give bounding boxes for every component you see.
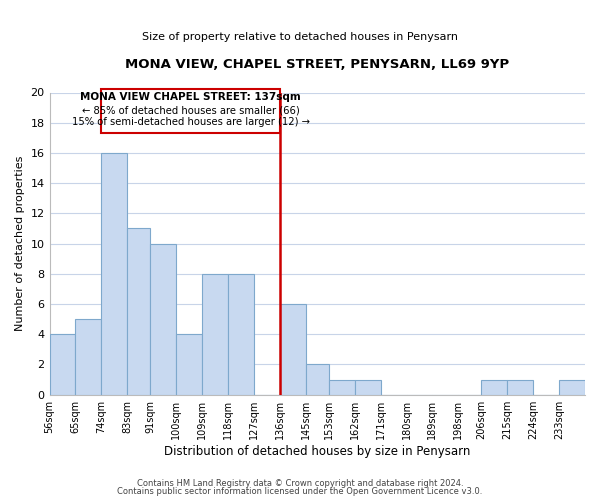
Bar	[101, 153, 127, 394]
Bar	[329, 380, 355, 394]
Text: ← 85% of detached houses are smaller (66): ← 85% of detached houses are smaller (66…	[82, 106, 299, 116]
Y-axis label: Number of detached properties: Number of detached properties	[15, 156, 25, 332]
Bar	[127, 228, 150, 394]
Bar	[355, 380, 380, 394]
Text: 15% of semi-detached houses are larger (12) →: 15% of semi-detached houses are larger (…	[71, 118, 310, 128]
Bar	[176, 334, 202, 394]
X-axis label: Distribution of detached houses by size in Penysarn: Distribution of detached houses by size …	[164, 444, 470, 458]
Text: Contains public sector information licensed under the Open Government Licence v3: Contains public sector information licen…	[118, 487, 482, 496]
Text: Contains HM Land Registry data © Crown copyright and database right 2024.: Contains HM Land Registry data © Crown c…	[137, 478, 463, 488]
Bar	[306, 364, 329, 394]
Bar	[202, 274, 228, 394]
Bar	[481, 380, 507, 394]
Bar	[228, 274, 254, 394]
FancyBboxPatch shape	[101, 90, 280, 134]
Bar	[50, 334, 76, 394]
Title: MONA VIEW, CHAPEL STREET, PENYSARN, LL69 9YP: MONA VIEW, CHAPEL STREET, PENYSARN, LL69…	[125, 58, 509, 70]
Bar	[76, 319, 101, 394]
Text: MONA VIEW CHAPEL STREET: 137sqm: MONA VIEW CHAPEL STREET: 137sqm	[80, 92, 301, 102]
Bar	[280, 304, 306, 394]
Bar	[507, 380, 533, 394]
Bar	[150, 244, 176, 394]
Bar	[559, 380, 585, 394]
Text: Size of property relative to detached houses in Penysarn: Size of property relative to detached ho…	[142, 32, 458, 42]
